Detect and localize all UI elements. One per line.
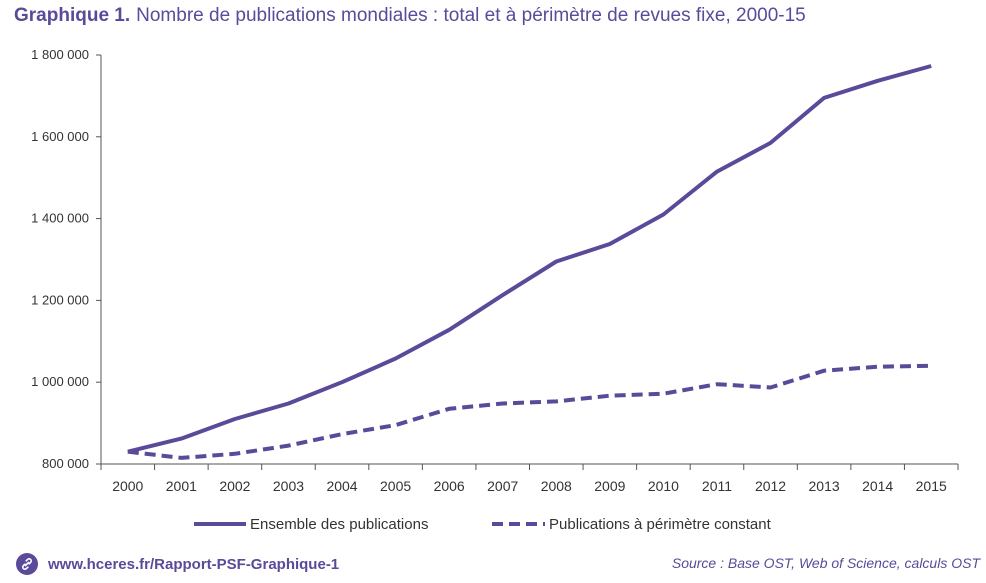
link-icon: [16, 553, 38, 575]
y-tick-label: 1 400 000: [31, 211, 89, 226]
legend-label-2: Publications à périmètre constant: [549, 516, 772, 533]
x-tick-label: 2000: [112, 478, 143, 494]
y-tick-label: 1 600 000: [31, 129, 89, 144]
x-tick-label: 2006: [434, 478, 465, 494]
x-tick-label: 2014: [862, 478, 893, 494]
x-tick-label: 2005: [380, 478, 411, 494]
source-note: Source : Base OST, Web of Science, calcu…: [671, 555, 980, 571]
chart-title: Graphique 1. Nombre de publications mondi…: [14, 5, 806, 27]
y-tick-label: 1 800 000: [31, 47, 89, 62]
y-axis: 800 000 1 000 000 1 200 000 1 400 000 1 600 …: [31, 47, 102, 471]
x-tick-label: 2011: [702, 478, 732, 494]
x-tick-label: 2003: [273, 478, 304, 494]
x-tick-label: 2001: [166, 478, 197, 494]
series-line-1: [127, 64, 932, 454]
x-tick-label: 2010: [648, 478, 679, 494]
x-tick-label: 2002: [219, 478, 250, 494]
x-tick-label: 2008: [541, 478, 572, 494]
x-tick-label: 2009: [594, 478, 625, 494]
legend-label-1: Ensemble des publications: [250, 516, 428, 533]
y-tick-label: 1 200 000: [31, 292, 89, 307]
chart-title-text: Nombre de publications mondiales : total…: [136, 5, 806, 26]
chart-title-number: Graphique 1.: [14, 5, 131, 26]
series-layer: [127, 64, 932, 460]
x-tick-label: 2004: [326, 478, 357, 494]
series-line-2: [127, 363, 932, 460]
x-tick-label: 2007: [487, 478, 518, 494]
y-tick-label: 800 000: [42, 456, 89, 471]
x-axis: 2000 2001 2002 2003 2004 2005 2006 2007 2008 2009…: [100, 463, 959, 494]
x-tick-label: 2015: [916, 478, 947, 494]
x-tick-label: 2012: [755, 478, 786, 494]
y-tick-label: 1 000 000: [31, 374, 89, 389]
x-tick-label: 2013: [809, 478, 840, 494]
footer-link[interactable]: www.hceres.fr/Rapport-PSF-Graphique-1: [16, 553, 339, 575]
footer-link-text[interactable]: www.hceres.fr/Rapport-PSF-Graphique-1: [48, 555, 340, 573]
legend: Ensemble des publications Publications à …: [194, 516, 772, 533]
